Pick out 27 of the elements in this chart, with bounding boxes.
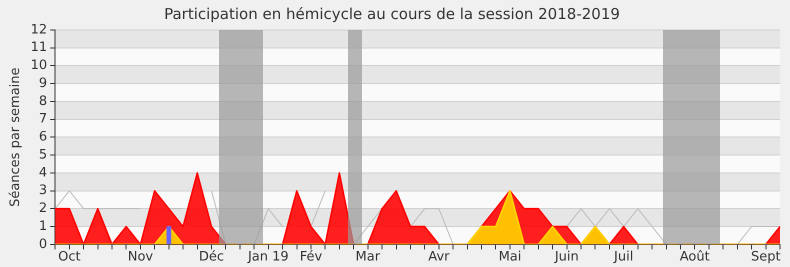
x-tick-label: Jan 19 [246,250,289,265]
y-tick-label: 0 [38,236,48,252]
y-axis-title: Séances par semaine [8,67,24,207]
x-tick-label: Déc [198,250,224,265]
y-tick-label: 10 [30,58,48,74]
y-tick-label: 9 [38,76,48,91]
y-tick-label: 12 [30,22,48,38]
x-tick-label: Avr [428,250,450,265]
y-tick-label: 6 [38,130,48,145]
x-tick-label: Août [680,250,710,265]
x-tick-label: Juin [554,250,579,265]
x-tick-label: Nov [128,250,154,265]
x-tick-label: Juil [613,250,634,265]
y-tick-label: 5 [38,147,48,162]
chart-title: Participation en hémicycle au cours de la session 2018-2019 [164,4,620,23]
y-tick-label: 2 [38,201,48,216]
x-tick-label: Mar [356,250,381,265]
x-tick-label: Mai [498,250,522,265]
y-tick-label: 8 [38,94,48,109]
y-tick-label: 11 [30,40,48,56]
y-tick-label: 1 [38,218,48,234]
y-tick-label: 3 [38,183,48,198]
y-tick-label: 4 [38,165,48,180]
x-tick-label: Fév [300,250,323,265]
x-tick-label: Sept [750,250,781,265]
x-tick-label: Oct [58,250,81,265]
y-tick-label: 7 [38,112,48,127]
